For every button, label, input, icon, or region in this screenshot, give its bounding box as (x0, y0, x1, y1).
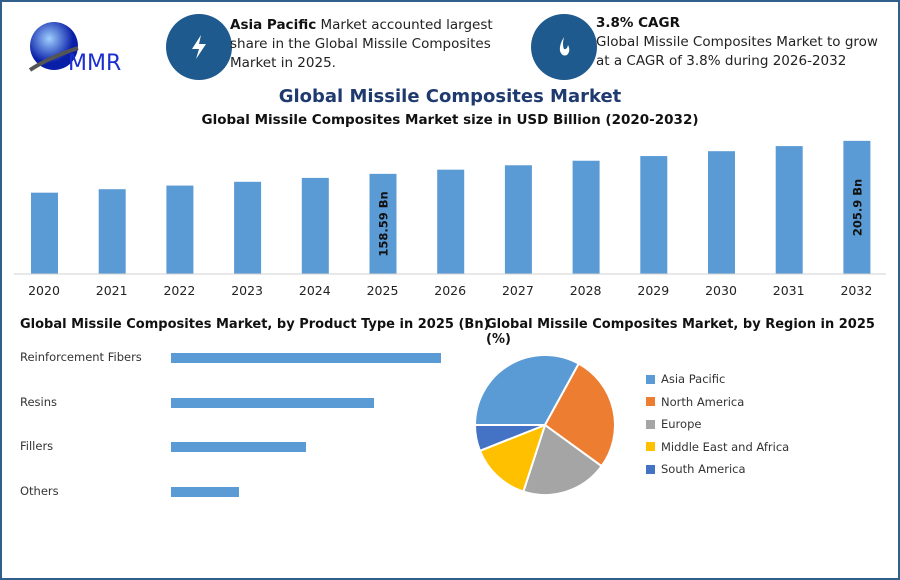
x-tick-2032: 2032 (840, 283, 872, 298)
legend-item: North America (646, 395, 744, 409)
bar-2021 (98, 189, 126, 274)
market-size-bar-chart: 2020 2021 2022 2023 2024 2025 158.59 Bn 2026 202… (14, 140, 886, 298)
x-tick-2021: 2021 (96, 283, 128, 298)
x-tick-2022: 2022 (163, 283, 195, 298)
legend-item: South America (646, 462, 746, 476)
info2-text: Global Missile Composites Market to grow… (596, 34, 878, 69)
data-label-2025: 158.59 Bn (377, 191, 391, 256)
bar-2022 (166, 185, 194, 274)
x-tick-2029: 2029 (637, 283, 669, 298)
legend-label: South America (661, 462, 746, 476)
legend-item: Middle East and Africa (646, 440, 789, 454)
bar-reinforcement-fibers (171, 353, 441, 363)
x-tick-2030: 2030 (705, 283, 737, 298)
bar-2024 (301, 177, 329, 274)
legend-swatch (646, 419, 655, 429)
data-label-2032: 205.9 Bn (850, 179, 864, 236)
x-tick-2026: 2026 (434, 283, 466, 298)
bar-others (171, 486, 239, 497)
x-tick-2027: 2027 (502, 283, 534, 298)
bar-2025 (369, 173, 397, 274)
x-tick-2024: 2024 (299, 283, 331, 298)
legend-swatch (646, 374, 655, 384)
bar-2023 (234, 181, 262, 274)
legend-swatch (646, 464, 655, 474)
info1-text: Market accounted largest share in the Gl… (230, 17, 493, 71)
info-asia-pacific: Asia Pacific Market accounted largest sh… (230, 16, 520, 73)
bar-2028 (572, 160, 600, 274)
region-chart-title: Global Missile Composites Market, by Reg… (486, 317, 875, 347)
bar-2026 (437, 169, 465, 274)
category-label: Fillers (20, 439, 54, 453)
bar-2029 (640, 156, 668, 274)
x-tick-2025: 2025 (367, 283, 399, 298)
legend-label: North America (661, 394, 745, 409)
slice-europe (522, 423, 604, 496)
lightning-icon (166, 14, 232, 80)
slice-middle-east-and-africa (478, 423, 547, 493)
slice-south-america (473, 424, 546, 453)
region-pie-chart (473, 354, 616, 496)
bar-2032 (843, 140, 871, 274)
legend-label: Middle East and Africa (661, 439, 790, 454)
x-tick-2031: 2031 (773, 283, 805, 298)
category-label: Resins (20, 394, 58, 409)
slice-north-america (543, 362, 616, 468)
legend-label: Europe (661, 417, 702, 431)
legend-item: Europe (646, 417, 701, 431)
bar-2030 (708, 151, 735, 274)
mmr-logo: MMR (28, 18, 138, 80)
bar-2031 (775, 146, 803, 274)
bar-2027 (504, 165, 532, 274)
bar-resins (171, 397, 374, 408)
x-tick-2020: 2020 (28, 283, 60, 298)
info2-bold: 3.8% CAGR (596, 15, 680, 31)
bar-2020 (31, 192, 58, 274)
legend-swatch (646, 397, 655, 406)
bar-chart-title: Global Missile Composites Market size in… (201, 112, 699, 128)
product-chart-title: Global Missile Composites Market, by Pro… (20, 317, 490, 332)
legend-item: Asia Pacific (646, 372, 725, 386)
bar-fillers (171, 442, 306, 452)
logo-text: MMR (68, 51, 121, 76)
page-title: Global Missile Composites Market (278, 86, 622, 107)
category-label: Reinforcement Fibers (20, 350, 142, 364)
legend-swatch (646, 442, 655, 451)
info1-bold: Asia Pacific (230, 17, 317, 33)
legend-label: Asia Pacific (661, 372, 726, 386)
category-label: Others (20, 483, 59, 498)
x-tick-2023: 2023 (231, 283, 263, 298)
flame-icon (531, 14, 597, 80)
x-tick-2028: 2028 (570, 283, 602, 298)
slice-asia-pacific (473, 354, 581, 426)
info-cagr: 3.8% CAGR Global Missile Composites Marke… (596, 14, 891, 71)
